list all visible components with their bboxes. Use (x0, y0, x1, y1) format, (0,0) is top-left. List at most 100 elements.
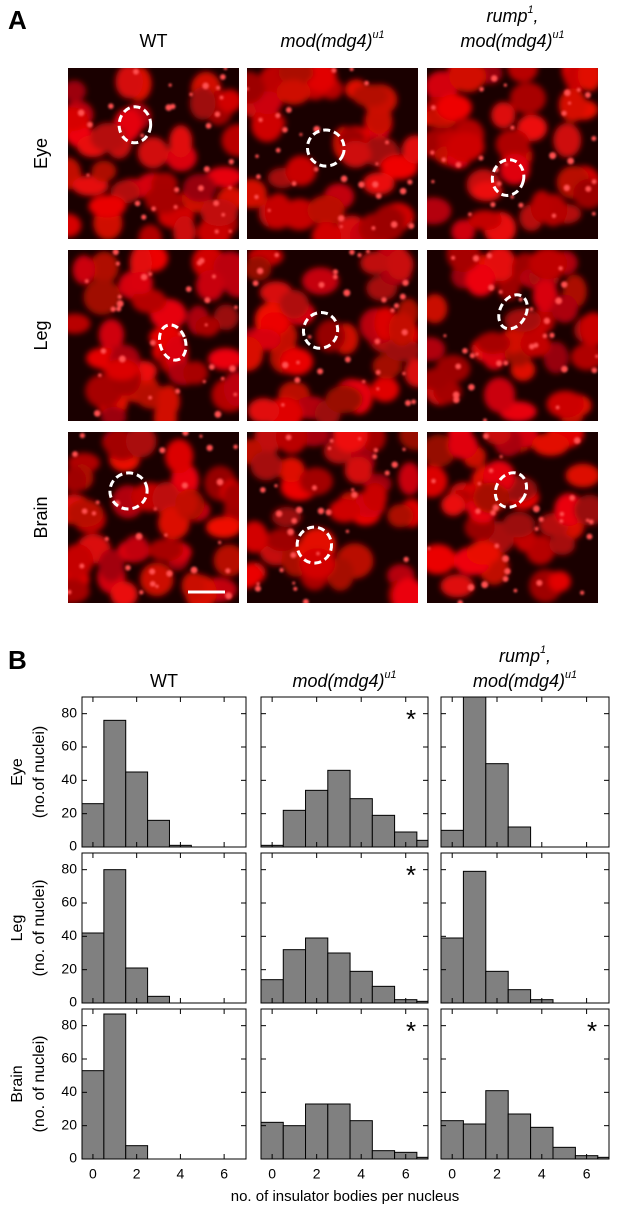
nucleus (88, 194, 127, 218)
nucleus (213, 304, 239, 331)
focus (469, 353, 475, 359)
focus (285, 107, 292, 113)
focus (203, 166, 210, 173)
focus (229, 365, 236, 372)
outline (497, 293, 529, 331)
focus (252, 280, 259, 287)
micrograph (427, 250, 598, 421)
focus (148, 395, 153, 400)
focus (327, 446, 332, 451)
focus (205, 122, 212, 129)
nucleus (307, 195, 345, 226)
focus (390, 221, 398, 228)
focus (585, 518, 590, 523)
column-title: rump1, (499, 644, 551, 666)
bar (441, 937, 464, 1003)
nucleus (509, 82, 546, 115)
focus (185, 286, 192, 292)
nucleus (68, 213, 82, 238)
nuclei (427, 432, 598, 603)
focus (468, 383, 475, 391)
focus (267, 208, 271, 212)
focus (584, 92, 591, 98)
focus (351, 488, 355, 492)
nucleus (325, 385, 363, 414)
focus (344, 356, 351, 363)
nucleus (387, 504, 414, 528)
nucleus (105, 359, 139, 381)
row-label: Eye (9, 758, 26, 786)
nucleus (169, 125, 193, 158)
nucleus (68, 467, 87, 494)
focus (453, 396, 460, 404)
focus (108, 103, 114, 109)
nucleus (371, 376, 400, 402)
title-sup: u1 (373, 29, 385, 41)
image (247, 432, 418, 603)
focus (214, 229, 219, 234)
nucleus (138, 224, 162, 239)
nucleus (68, 544, 94, 579)
row-label: Leg (31, 320, 51, 350)
focus (214, 410, 222, 418)
title-sup: u1 (565, 669, 577, 681)
row-label: (no. of nuclei) (31, 880, 48, 977)
focus (503, 83, 507, 87)
focus (430, 105, 436, 111)
title-tail: , (546, 646, 551, 666)
focus (513, 588, 518, 593)
focus (317, 368, 324, 375)
focus (561, 365, 568, 373)
y-tick-label: 20 (61, 1116, 77, 1132)
image (68, 250, 239, 421)
y-tick-label: 60 (61, 738, 77, 754)
focus (403, 556, 409, 563)
nucleus (446, 131, 485, 162)
focus (443, 334, 447, 338)
foci (247, 68, 415, 231)
nucleus (223, 370, 239, 407)
nucleus (83, 279, 121, 315)
nucleus (483, 432, 511, 445)
significance-star: * (406, 704, 416, 734)
focus (153, 507, 157, 511)
nucleus (125, 432, 157, 458)
focus (296, 360, 300, 365)
focus (256, 582, 260, 586)
bar (485, 763, 509, 847)
y-tick-label: 20 (61, 960, 77, 976)
focus (213, 200, 220, 207)
bar (371, 985, 396, 1003)
focus (225, 568, 231, 574)
nucleus (250, 450, 283, 481)
focus (135, 532, 143, 540)
nuclei (247, 432, 418, 603)
nucleus (551, 294, 579, 323)
focus (573, 437, 581, 444)
focus (561, 281, 568, 288)
focus (134, 200, 141, 207)
bar (394, 831, 418, 847)
nucleus (340, 140, 371, 168)
focus (549, 332, 555, 338)
focus (467, 583, 475, 591)
focus (331, 68, 337, 73)
focus (174, 187, 180, 193)
focus (133, 68, 139, 75)
nucleus (399, 432, 418, 451)
focus (399, 187, 407, 195)
focus (190, 566, 198, 574)
foci (443, 253, 598, 421)
focus (104, 536, 109, 542)
nucleus (299, 467, 333, 496)
focus (281, 361, 289, 369)
bars (261, 937, 428, 1003)
nucleus (100, 406, 127, 421)
nucleus (115, 68, 143, 99)
focus (478, 155, 484, 161)
focus (91, 511, 97, 516)
foci (254, 434, 409, 603)
nucleus (131, 288, 167, 314)
y-tick-label: 60 (61, 1050, 77, 1066)
nucleus (447, 432, 478, 460)
